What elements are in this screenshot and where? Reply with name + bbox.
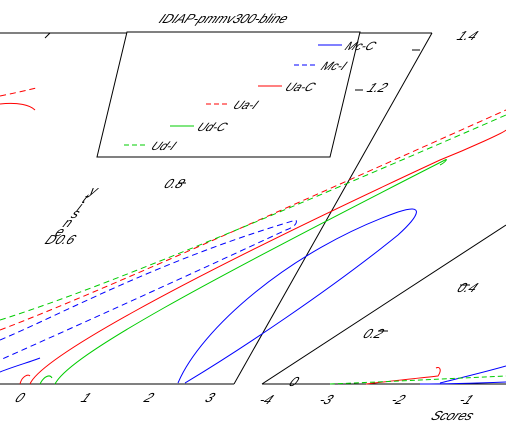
y-tick-label: 1.2	[364, 80, 391, 95]
x-tick-label: 3	[202, 390, 218, 405]
legend-box	[96, 31, 361, 158]
panel-secondary: 0 0.2 0.4 -4 -3 -2 -1 Scores	[256, 224, 506, 423]
series-tail	[19, 374, 31, 385]
series-line-ua-i	[0, 109, 506, 331]
y-tick-label: 0.6	[52, 232, 79, 247]
series-line-ud-c	[54, 159, 447, 385]
y-tick-label: 0.8	[161, 176, 188, 191]
series-line-mc-c	[177, 208, 417, 384]
legend-label-ud-i: Ud-I	[148, 139, 179, 153]
legend-label-ud-c: Ud-C	[194, 120, 231, 134]
x-tick-label: -4	[256, 392, 276, 407]
frame-left-edge	[261, 224, 506, 385]
series-tail	[0, 357, 41, 373]
y-tick-marks	[262, 284, 470, 385]
y-tick-label: 1.4	[454, 28, 481, 43]
series-line-mc-i	[0, 219, 297, 361]
legend: Mc-C Mc-I Ua-C Ua-I Ud-C Ud-I	[96, 31, 380, 158]
x-tick-label: 2	[140, 390, 157, 405]
series-line-red	[365, 367, 441, 385]
y-tick-label: 0.2	[360, 326, 387, 341]
series-line-ua-c	[29, 129, 506, 385]
legend-label-ua-c: Ua-C	[282, 80, 319, 94]
legend-label-mc-i: Mc-I	[318, 59, 350, 73]
series-line-ua-i	[0, 87, 37, 97]
x-tick-label: 0	[12, 390, 28, 405]
chart-title: IDIAP-pmmv300-bline	[157, 11, 292, 26]
x-tick-label: -3	[316, 392, 336, 407]
y-tick-label: 0	[286, 374, 302, 389]
series-line-ud-i	[0, 114, 506, 321]
series-tail	[39, 375, 53, 385]
series-line-blue-faint	[419, 381, 506, 385]
y-tick-label: 0.4	[454, 280, 481, 295]
panel-main: IDIAP-pmmv300-bline 1.4 1.2 1 0.8 0.6 D …	[0, 11, 506, 405]
x-tick-label: -1	[456, 392, 476, 407]
series-line-blue	[439, 365, 506, 384]
frame-right-edge	[233, 32, 433, 385]
x-tick-label: 1	[78, 390, 94, 405]
series-line-green-dashed	[329, 375, 506, 385]
series-curves	[329, 365, 506, 385]
legend-label-ua-i: Ua-I	[230, 98, 261, 112]
x-tick-label: -2	[388, 392, 408, 407]
series-line-ua-c	[0, 102, 36, 111]
series-curves	[0, 87, 506, 385]
legend-label-mc-c: Mc-C	[342, 39, 379, 53]
x-axis-label: Scores	[428, 408, 477, 423]
